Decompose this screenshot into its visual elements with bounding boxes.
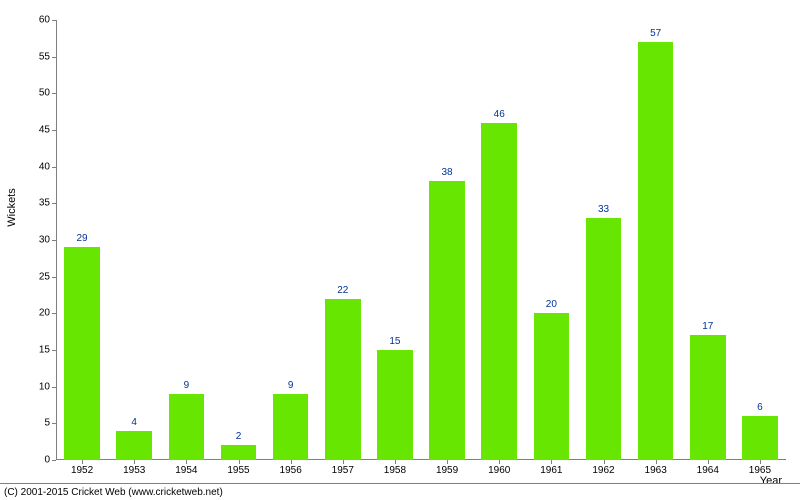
x-tick-mark — [604, 460, 605, 464]
y-axis-line — [56, 20, 57, 460]
x-tick-mark — [499, 460, 500, 464]
bar — [377, 350, 412, 460]
plot-area: 2919524195391954219559195622195715195838… — [56, 20, 786, 460]
bar — [742, 416, 777, 460]
y-tick-label: 35 — [39, 198, 50, 209]
x-tick-mark — [343, 460, 344, 464]
y-tick-mark — [52, 93, 56, 94]
bar — [221, 445, 256, 460]
y-tick-label: 60 — [39, 15, 50, 26]
bar-value-label: 57 — [650, 28, 661, 39]
x-tick-label: 1962 — [592, 465, 614, 476]
y-tick-mark — [52, 130, 56, 131]
x-tick-label: 1959 — [436, 465, 458, 476]
bar — [273, 394, 308, 460]
bar-value-label: 2 — [236, 431, 242, 442]
y-tick-label: 15 — [39, 345, 50, 356]
x-tick-mark — [239, 460, 240, 464]
bar — [481, 123, 516, 460]
bar — [64, 247, 99, 460]
x-tick-mark — [134, 460, 135, 464]
bar — [638, 42, 673, 460]
bar-value-label: 9 — [184, 380, 190, 391]
x-axis-label: Year — [760, 475, 782, 487]
y-tick-label: 45 — [39, 125, 50, 136]
bar — [690, 335, 725, 460]
bar — [534, 313, 569, 460]
x-tick-label: 1956 — [280, 465, 302, 476]
copyright-divider — [0, 483, 800, 484]
y-tick-label: 55 — [39, 51, 50, 62]
copyright-text: (C) 2001-2015 Cricket Web (www.cricketwe… — [4, 487, 223, 498]
bar — [586, 218, 621, 460]
x-tick-mark — [186, 460, 187, 464]
x-tick-mark — [82, 460, 83, 464]
bar — [169, 394, 204, 460]
bar-value-label: 9 — [288, 380, 294, 391]
y-tick-mark — [52, 460, 56, 461]
y-tick-label: 30 — [39, 235, 50, 246]
bar-value-label: 4 — [131, 417, 137, 428]
y-axis-label: Wickets — [6, 188, 18, 227]
x-tick-label: 1955 — [227, 465, 249, 476]
x-tick-mark — [551, 460, 552, 464]
x-tick-mark — [395, 460, 396, 464]
bar-value-label: 20 — [546, 299, 557, 310]
y-tick-mark — [52, 313, 56, 314]
y-tick-mark — [52, 57, 56, 58]
x-tick-label: 1964 — [697, 465, 719, 476]
y-tick-mark — [52, 240, 56, 241]
x-tick-label: 1952 — [71, 465, 93, 476]
bar-value-label: 17 — [702, 321, 713, 332]
x-tick-label: 1963 — [645, 465, 667, 476]
y-tick-mark — [52, 423, 56, 424]
y-tick-mark — [52, 277, 56, 278]
bar-value-label: 6 — [757, 402, 763, 413]
x-tick-label: 1958 — [384, 465, 406, 476]
x-tick-mark — [708, 460, 709, 464]
bar — [325, 299, 360, 460]
y-tick-label: 20 — [39, 308, 50, 319]
bar-value-label: 29 — [77, 233, 88, 244]
y-tick-mark — [52, 203, 56, 204]
y-tick-label: 5 — [44, 418, 50, 429]
bar-value-label: 15 — [389, 336, 400, 347]
x-tick-label: 1953 — [123, 465, 145, 476]
x-tick-mark — [760, 460, 761, 464]
bar-value-label: 38 — [442, 167, 453, 178]
bar — [116, 431, 151, 460]
y-tick-label: 10 — [39, 381, 50, 392]
y-tick-mark — [52, 350, 56, 351]
y-tick-label: 25 — [39, 271, 50, 282]
x-tick-mark — [291, 460, 292, 464]
x-tick-mark — [656, 460, 657, 464]
x-tick-label: 1960 — [488, 465, 510, 476]
y-tick-mark — [52, 167, 56, 168]
bar-value-label: 46 — [494, 109, 505, 120]
chart-container: 29 1952 4 1953 9 1954 2 1955 9 1956 22 1957 15 1958 38… — [0, 0, 800, 500]
y-tick-mark — [52, 20, 56, 21]
x-tick-mark — [447, 460, 448, 464]
x-tick-label: 1957 — [332, 465, 354, 476]
y-tick-label: 50 — [39, 88, 50, 99]
y-tick-label: 40 — [39, 161, 50, 172]
bar — [429, 181, 464, 460]
bar-value-label: 22 — [337, 285, 348, 296]
x-axis-line — [56, 459, 786, 460]
y-tick-label: 0 — [44, 455, 50, 466]
y-tick-mark — [52, 387, 56, 388]
x-tick-label: 1954 — [175, 465, 197, 476]
bar-value-label: 33 — [598, 204, 609, 215]
x-tick-label: 1961 — [540, 465, 562, 476]
